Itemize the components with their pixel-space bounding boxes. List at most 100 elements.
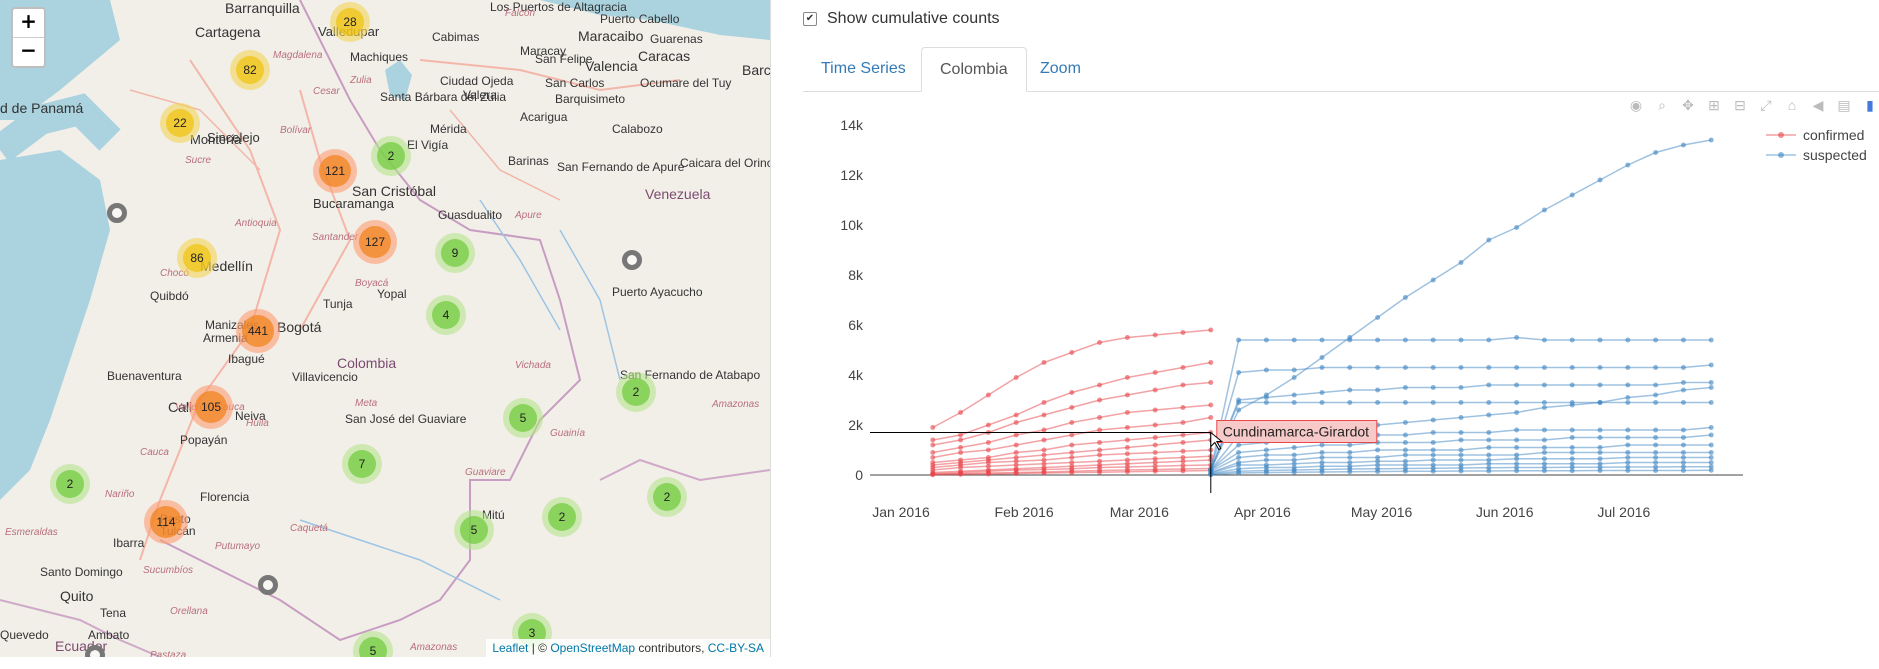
suspected-data-point[interactable] [1680,455,1686,460]
suspected-data-point[interactable] [1514,335,1520,340]
suspected-data-point[interactable] [1458,447,1464,453]
suspected-data-point[interactable] [1514,225,1520,230]
confirmed-data-point[interactable] [1013,450,1019,455]
confirmed-data-point[interactable] [1208,327,1214,333]
suspected-data-point[interactable] [1653,400,1659,405]
suspected-data-point[interactable] [1625,337,1631,343]
suspected-data-point[interactable] [1569,456,1575,462]
suspected-data-point[interactable] [1653,460,1659,465]
suspected-data-point[interactable] [1375,400,1381,405]
suspected-data-point[interactable] [1597,450,1603,455]
suspected-data-point[interactable] [1458,437,1464,443]
suspected-data-point[interactable] [1236,407,1242,413]
suspected-data-point[interactable] [1430,277,1436,283]
confirmed-data-point[interactable] [1124,451,1130,457]
confirmed-data-point[interactable] [1041,360,1047,365]
suspected-data-point[interactable] [1597,177,1603,183]
suspected-data-point[interactable] [1319,455,1325,460]
confirmed-data-point[interactable] [958,450,964,455]
confirmed-data-point[interactable] [1208,402,1214,408]
confirmed-data-point[interactable] [985,440,991,445]
suspected-data-point[interactable] [1291,392,1297,398]
suspected-data-point[interactable] [1236,400,1242,405]
suspected-data-point[interactable] [1569,435,1575,440]
suspected-data-point[interactable] [1291,375,1297,380]
marker-cluster[interactable]: 5 [353,631,393,657]
suspected-data-point[interactable] [1625,382,1631,388]
suspected-data-point[interactable] [1486,337,1492,343]
suspected-data-point[interactable] [1375,387,1381,393]
suspected-data-point[interactable] [1625,435,1631,440]
confirmed-data-point[interactable] [1152,435,1158,440]
suspected-data-point[interactable] [1402,337,1408,343]
openstreetmap-link[interactable]: OpenStreetMap [550,641,636,655]
suspected-data-point[interactable] [1236,337,1242,343]
confirmed-data-point[interactable] [1124,437,1130,443]
confirmed-data-point[interactable] [1013,462,1019,468]
suspected-data-point[interactable] [1430,440,1436,445]
suspected-data-point[interactable] [1514,445,1520,450]
suspected-data-point[interactable] [1597,468,1603,473]
suspected-data-point[interactable] [1653,450,1659,455]
confirmed-data-point[interactable] [1180,468,1186,474]
single-marker[interactable] [258,575,278,595]
suspected-data-point[interactable] [1569,461,1575,467]
confirmed-data-point[interactable] [985,471,991,477]
confirmed-data-point[interactable] [1180,440,1186,445]
suspected-data-point[interactable] [1319,469,1325,475]
leaflet-link[interactable]: Leaflet [492,641,529,655]
zoom-out-icon[interactable]: ⊟ [1734,97,1746,113]
suspected-data-point[interactable] [1319,400,1325,405]
suspected-data-point[interactable] [1680,442,1686,448]
confirmed-data-point[interactable] [1069,405,1075,410]
suspected-data-point[interactable] [1653,442,1659,448]
marker-cluster[interactable]: 5 [454,510,494,550]
suspected-data-point[interactable] [1319,365,1325,370]
suspected-data-point[interactable] [1486,445,1492,450]
confirmed-data-point[interactable] [1097,382,1103,388]
suspected-data-point[interactable] [1402,365,1408,370]
suspected-data-point[interactable] [1236,462,1242,468]
suspected-data-point[interactable] [1653,365,1659,370]
confirmed-data-point[interactable] [1180,330,1186,335]
suspected-data-point[interactable] [1430,365,1436,370]
suspected-data-point[interactable] [1514,437,1520,443]
suspected-data-point[interactable] [1708,432,1714,438]
suspected-data-point[interactable] [1458,365,1464,370]
confirmed-data-point[interactable] [958,471,964,477]
confirmed-data-point[interactable] [1041,427,1047,433]
suspected-data-point[interactable] [1486,412,1492,418]
suspected-data-point[interactable] [1319,337,1325,343]
suspected-data-point[interactable] [1347,337,1353,343]
confirmed-data-point[interactable] [1097,440,1103,445]
suspected-data-point[interactable] [1263,337,1269,343]
suspected-data-point[interactable] [1402,432,1408,438]
single-marker[interactable] [85,645,105,657]
marker-cluster[interactable]: 441 [236,309,280,353]
suspected-data-point[interactable] [1653,468,1659,473]
zoom-in-icon[interactable]: ⊞ [1708,97,1720,113]
marker-cluster[interactable]: 2 [371,136,411,176]
suspected-data-point[interactable] [1375,462,1381,468]
suspected-data-point[interactable] [1458,415,1464,420]
suspected-data-point[interactable] [1402,452,1408,458]
suspected-data-point[interactable] [1402,468,1408,474]
legend-label[interactable]: suspected [1803,147,1867,163]
confirmed-data-point[interactable] [1180,448,1186,454]
suspected-data-point[interactable] [1680,464,1686,470]
suspected-data-point[interactable] [1569,450,1575,455]
confirmed-data-point[interactable] [1041,412,1047,418]
suspected-data-point[interactable] [1319,460,1325,465]
suspected-data-point[interactable] [1569,192,1575,198]
suspected-data-point[interactable] [1625,460,1631,465]
suspected-data-point[interactable] [1263,457,1269,463]
suspected-data-point[interactable] [1430,400,1436,405]
suspected-data-point[interactable] [1680,450,1686,455]
confirmed-data-point[interactable] [1180,455,1186,460]
suspected-data-point[interactable] [1708,425,1714,430]
marker-cluster[interactable]: 28 [330,2,370,42]
suspected-data-point[interactable] [1680,460,1686,465]
suspected-data-point[interactable] [1680,400,1686,405]
suspected-data-point[interactable] [1680,337,1686,343]
confirmed-data-point[interactable] [1097,427,1103,433]
